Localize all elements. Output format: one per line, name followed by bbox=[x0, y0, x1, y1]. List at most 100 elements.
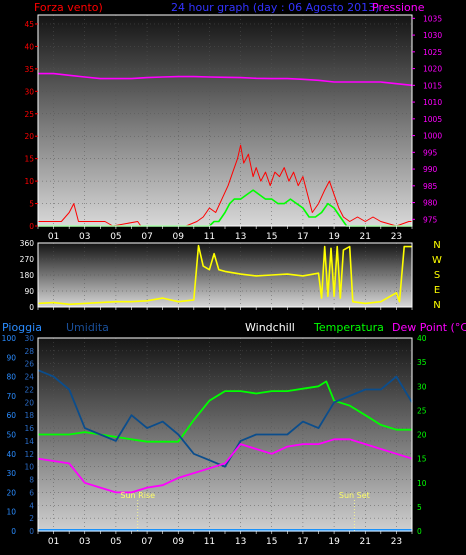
humidity-tick-label: 18 bbox=[24, 411, 34, 420]
pressure-tick-label: 1020 bbox=[423, 65, 442, 74]
humidity-tick-label: 26 bbox=[24, 360, 34, 369]
legend-rain: Pioggia bbox=[2, 321, 42, 334]
humidity-tick-label: 14 bbox=[24, 437, 34, 446]
x-tick-label: 05 bbox=[110, 232, 121, 242]
x-tick-label: 09 bbox=[173, 537, 185, 547]
wind-tick-label: 20 bbox=[24, 132, 34, 141]
x-tick-label: 19 bbox=[328, 537, 340, 547]
temperature-tick-label: 40 bbox=[417, 334, 427, 343]
direction-tick-label: 360 bbox=[20, 239, 35, 248]
humidity-tick-label: 0 bbox=[29, 527, 34, 536]
humidity-tick-label: 24 bbox=[24, 373, 34, 382]
x-tick-label: 01 bbox=[48, 537, 59, 547]
humidity-tick-label: 2 bbox=[29, 514, 34, 523]
rain-tick-label: 30 bbox=[6, 469, 16, 478]
rain-tick-label: 20 bbox=[6, 488, 16, 497]
pressure-tick-label: 985 bbox=[423, 182, 438, 191]
compass-label: W bbox=[432, 255, 442, 266]
temperature-tick-label: 5 bbox=[417, 503, 422, 512]
series-dewpoint-line bbox=[37, 438, 413, 494]
series-gust-line bbox=[38, 144, 412, 227]
direction-tick-label: 0 bbox=[29, 303, 34, 312]
wind-tick-label: 25 bbox=[24, 110, 34, 119]
temperature-tick-label: 15 bbox=[417, 455, 427, 464]
wind-axis-title: Forza vento) bbox=[34, 1, 103, 14]
temperature-tick-label: 35 bbox=[417, 358, 427, 367]
pressure-tick-label: 1005 bbox=[423, 115, 442, 124]
temperature-tick-label: 0 bbox=[417, 527, 422, 536]
direction-tick-label: 270 bbox=[20, 255, 35, 264]
rain-tick-label: 70 bbox=[6, 392, 16, 401]
pressure-tick-label: 1010 bbox=[423, 98, 442, 107]
x-tick-label: 23 bbox=[391, 537, 402, 547]
x-tick-label: 11 bbox=[204, 232, 215, 242]
x-tick-label: 01 bbox=[48, 232, 59, 242]
humidity-tick-label: 30 bbox=[24, 334, 34, 343]
humidity-tick-label: 28 bbox=[24, 347, 34, 356]
wind-tick-label: 0 bbox=[29, 222, 34, 231]
annotation-sun-rise: Sun Rise bbox=[120, 491, 155, 500]
wind-tick-label: 45 bbox=[24, 20, 34, 29]
x-tick-label: 21 bbox=[360, 232, 371, 242]
humidity-tick-label: 8 bbox=[29, 476, 34, 485]
x-tick-label: 17 bbox=[297, 537, 308, 547]
panel-3-background bbox=[38, 338, 412, 531]
humidity-tick-label: 12 bbox=[24, 450, 34, 459]
rain-tick-label: 80 bbox=[6, 373, 16, 382]
wind-tick-label: 30 bbox=[24, 87, 34, 96]
chart-title: 24 hour graph (day : 06 Agosto 2013) bbox=[171, 1, 379, 14]
x-tick-label: 13 bbox=[235, 232, 246, 242]
rain-tick-label: 100 bbox=[2, 334, 17, 343]
x-tick-label: 11 bbox=[204, 537, 215, 547]
x-tick-label: 23 bbox=[391, 232, 402, 242]
x-tick-label: 05 bbox=[110, 537, 121, 547]
series-direction-line bbox=[37, 244, 412, 306]
x-tick-label: 09 bbox=[173, 232, 185, 242]
wind-tick-label: 35 bbox=[24, 65, 34, 74]
x-tick-label: 19 bbox=[328, 232, 340, 242]
wind-tick-label: 15 bbox=[24, 155, 34, 164]
series-pressure-line bbox=[38, 72, 413, 87]
series-wind-avg-line bbox=[38, 189, 412, 227]
rain-tick-label: 90 bbox=[6, 353, 16, 362]
humidity-tick-label: 4 bbox=[29, 501, 34, 510]
wind-tick-label: 5 bbox=[29, 200, 34, 209]
temperature-humidity-panel: Sun Rise Sun Set 01 03 05 07 09 11 13 15 17 19 21 23… bbox=[2, 334, 427, 547]
direction-tick-label: 180 bbox=[20, 271, 35, 280]
wind-tick-label: 40 bbox=[24, 42, 34, 51]
legend-humidity: Umidita bbox=[66, 321, 109, 334]
x-tick-label: 03 bbox=[79, 232, 90, 242]
rain-tick-label: 60 bbox=[6, 411, 16, 420]
humidity-tick-label: 22 bbox=[24, 385, 34, 394]
x-tick-label: 07 bbox=[141, 232, 152, 242]
x-tick-label: 07 bbox=[141, 537, 152, 547]
rain-tick-label: 50 bbox=[6, 431, 16, 440]
x-tick-label: 15 bbox=[266, 232, 277, 242]
pressure-tick-label: 995 bbox=[423, 148, 438, 157]
x-tick-label: 15 bbox=[266, 537, 277, 547]
direction-tick-label: 90 bbox=[24, 287, 34, 296]
wind-pressure-panel: 01 03 05 07 09 11 13 15 17 19 21 230510152025303540… bbox=[24, 14, 442, 242]
pressure-axis-title: Pressione bbox=[372, 1, 425, 14]
humidity-tick-label: 16 bbox=[24, 424, 34, 433]
humidity-tick-label: 20 bbox=[24, 398, 34, 407]
rain-tick-label: 10 bbox=[6, 508, 16, 517]
pressure-tick-label: 1025 bbox=[423, 48, 442, 57]
pressure-tick-label: 1030 bbox=[423, 31, 442, 40]
compass-label: E bbox=[434, 285, 440, 296]
temperature-tick-label: 30 bbox=[417, 382, 427, 391]
rain-tick-label: 0 bbox=[11, 527, 16, 536]
x-tick-label: 03 bbox=[79, 537, 90, 547]
pressure-tick-label: 1000 bbox=[423, 132, 442, 141]
humidity-tick-label: 10 bbox=[24, 463, 34, 472]
x-tick-label: 13 bbox=[235, 537, 246, 547]
x-tick-label: 17 bbox=[297, 232, 308, 242]
pressure-tick-label: 980 bbox=[423, 199, 438, 208]
pressure-tick-label: 1015 bbox=[423, 81, 442, 90]
panel-1-background bbox=[38, 15, 412, 226]
compass-label: N bbox=[433, 240, 440, 251]
x-tick-label: 21 bbox=[360, 537, 371, 547]
pressure-tick-label: 975 bbox=[423, 215, 438, 224]
